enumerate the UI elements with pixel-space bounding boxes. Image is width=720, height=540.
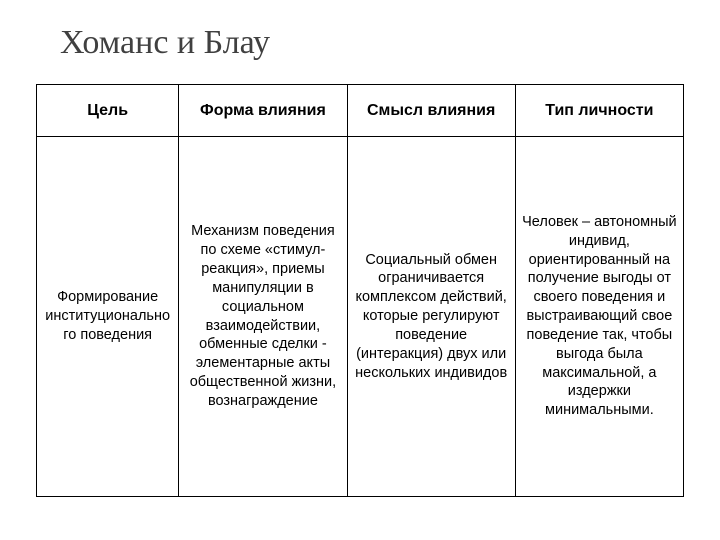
cell-meaning: Социальный обмен ограничивается комплекс…	[347, 137, 515, 497]
cell-goal: Формирование институционально го поведен…	[37, 137, 179, 497]
page-title: Хоманс и Блау	[60, 24, 684, 62]
table-row: Формирование институционально го поведен…	[37, 137, 684, 497]
col-personality: Тип личности	[515, 85, 683, 137]
content-table: Цель Форма влияния Смысл влияния Тип лич…	[36, 84, 684, 497]
table-header-row: Цель Форма влияния Смысл влияния Тип лич…	[37, 85, 684, 137]
cell-form: Механизм поведения по схеме «стимул-реак…	[179, 137, 347, 497]
col-form: Форма влияния	[179, 85, 347, 137]
col-meaning: Смысл влияния	[347, 85, 515, 137]
col-goal: Цель	[37, 85, 179, 137]
cell-personality: Человек – автономный индивид, ориентиров…	[515, 137, 683, 497]
